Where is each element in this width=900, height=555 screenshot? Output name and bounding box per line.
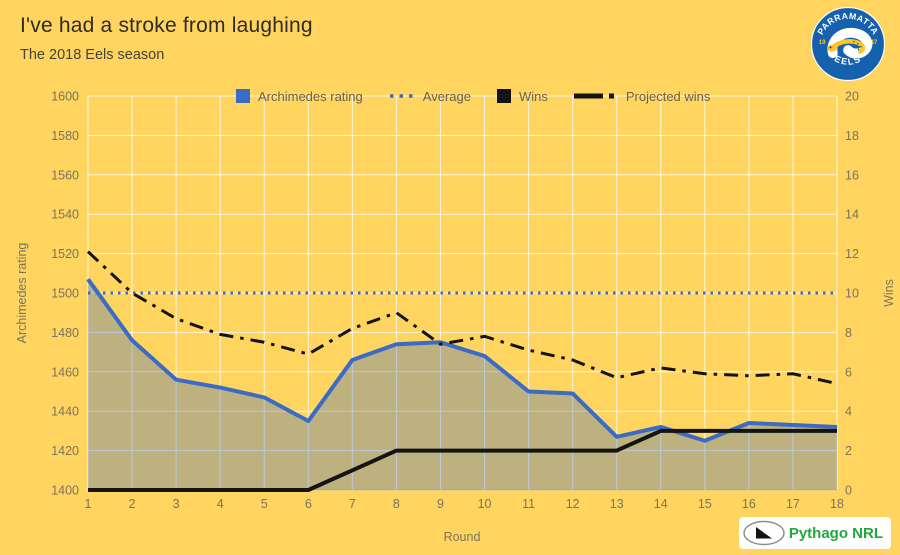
pythago-nrl-label: Pythago NRL [788, 524, 883, 542]
legend-item-wins[interactable]: Wins [496, 88, 548, 104]
y-tick-left: 1540 [51, 208, 79, 222]
y-tick-right: 6 [845, 365, 852, 379]
legend-marker-average [389, 94, 414, 98]
x-tick: 15 [698, 497, 712, 511]
y-tick-right: 14 [845, 208, 859, 222]
y-axis-left-title: Archimedes rating [15, 242, 29, 344]
y-tick-left: 1580 [51, 129, 79, 143]
x-tick: 8 [393, 497, 400, 511]
x-tick: 1 [85, 497, 92, 511]
pythago-triangle-icon [743, 520, 785, 546]
logo-year-right: 47 [870, 39, 877, 46]
pythago-nrl-badge: Pythago NRL [738, 517, 891, 549]
y-tick-right: 16 [845, 168, 859, 182]
x-axis-title: Round [443, 530, 481, 544]
y-tick-left: 1420 [51, 444, 79, 458]
y-tick-left: 1480 [51, 326, 79, 340]
y-tick-right: 12 [845, 247, 859, 261]
series-projected-wins [86, 250, 838, 386]
y-tick-left: 1560 [51, 168, 79, 182]
page-title: I've had a stroke from laughing [20, 14, 313, 37]
x-tick: 10 [478, 497, 492, 511]
x-tick: 9 [437, 497, 444, 511]
x-tick: 2 [129, 497, 136, 511]
x-tick: 11 [522, 497, 535, 511]
y-axis-left-ticks: 1400 1420 1440 1460 1480 1500 1520 1540 1560 1580… [51, 90, 79, 498]
legend-marker-projected-wins [573, 93, 614, 99]
legend-label-archimedes-rating: Archimedes rating [258, 88, 363, 104]
legend-item-archimedes-rating[interactable]: Archimedes rating [236, 89, 363, 104]
y-axis-right-ticks: 0 2 4 6 8 10 12 14 16 18 20 [845, 90, 859, 498]
x-tick: 18 [830, 497, 844, 511]
x-axis-ticks: 1 2 3 4 5 6 7 8 9 10 11 12 13 14 15 16 17 18 [85, 497, 844, 511]
x-tick: 17 [786, 497, 800, 511]
y-tick-right: 10 [845, 287, 859, 301]
page-subtitle: The 2018 Eels season [20, 47, 165, 63]
eels-logo: PARRAMATTA EELS 19 47 [810, 6, 886, 82]
legend-item-projected-wins[interactable]: Projected wins [573, 88, 711, 104]
y-tick-right: 4 [845, 405, 852, 419]
x-tick: 7 [349, 497, 356, 511]
x-tick: 4 [217, 497, 224, 511]
logo-circle [810, 6, 886, 82]
y-tick-right: 8 [845, 326, 852, 340]
y-tick-left: 1500 [51, 287, 79, 301]
gridlines [87, 95, 838, 491]
y-tick-left: 1460 [51, 365, 79, 379]
x-tick: 6 [305, 497, 312, 511]
y-tick-right: 20 [845, 90, 859, 104]
y-tick-left: 1600 [51, 90, 79, 104]
legend-label-average: Average [422, 88, 471, 104]
x-tick: 5 [261, 497, 268, 511]
x-tick: 14 [654, 497, 668, 511]
legend-item-average[interactable]: Average [389, 89, 471, 104]
series-archimedes-rating [86, 278, 838, 443]
series-wins [88, 428, 837, 492]
logo-year-left: 19 [819, 39, 826, 46]
y-axis-right-title: Wins [882, 279, 896, 307]
legend-label-projected-wins: Projected wins [625, 88, 711, 104]
x-tick: 13 [610, 497, 624, 511]
legend-marker-archimedes-rating [236, 89, 250, 103]
eel-icon [827, 27, 873, 59]
y-tick-right: 0 [845, 484, 852, 498]
x-tick: 3 [173, 497, 180, 511]
x-tick: 16 [742, 497, 756, 511]
y-tick-right: 18 [845, 129, 859, 143]
y-tick-left: 1520 [51, 247, 79, 261]
y-tick-left: 1440 [51, 405, 79, 419]
x-tick: 12 [566, 497, 580, 511]
y-tick-right: 2 [845, 444, 852, 458]
chart-legend: Archimedes rating Average Wins Projected wi… [236, 86, 710, 106]
y-tick-left: 1400 [51, 484, 79, 498]
legend-label-wins: Wins [518, 88, 548, 104]
legend-marker-wins [496, 89, 511, 103]
